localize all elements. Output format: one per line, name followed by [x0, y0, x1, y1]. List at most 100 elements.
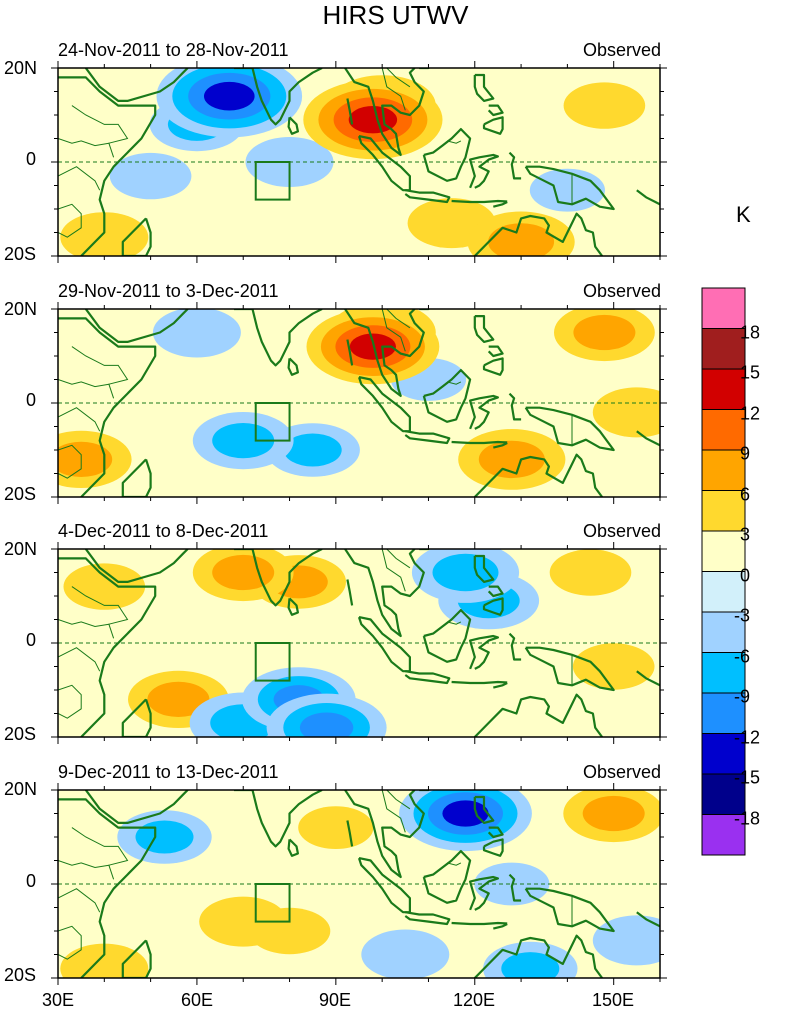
country-border [58, 860, 109, 869]
country-border [381, 309, 406, 352]
country-border [446, 621, 462, 625]
colorbar-label: 18 [740, 322, 761, 342]
coastline [636, 430, 660, 447]
coastline [121, 458, 152, 497]
coastline [487, 826, 504, 839]
colorbar-label: -18 [734, 808, 761, 828]
country-border [58, 138, 109, 147]
lat-label-eq: 0 [26, 390, 37, 410]
anomaly-contour [582, 795, 645, 832]
coastline [482, 838, 504, 857]
country-border [386, 68, 411, 88]
anomaly-contour [478, 440, 545, 479]
lat-label-20s: 20S [4, 965, 37, 985]
coastline [344, 549, 425, 638]
coastline [344, 68, 425, 156]
colorbar-label: 15 [740, 362, 761, 383]
coastline [121, 217, 152, 256]
coastline [470, 790, 472, 791]
coastline [524, 406, 615, 452]
anomaly-contour [432, 553, 499, 592]
coastline [287, 116, 299, 135]
coastline [58, 76, 157, 256]
coastline [234, 68, 323, 126]
lat-label-20s: 20S [4, 724, 37, 744]
coastline [84, 68, 189, 102]
coastline [404, 911, 451, 926]
coastline [487, 104, 504, 117]
colorbar-unit: K [736, 202, 751, 227]
coastline [422, 609, 472, 663]
coastline [58, 557, 157, 737]
anomaly-contour [592, 387, 660, 438]
lat-label-20n: 20N [4, 58, 38, 78]
coastline [234, 549, 323, 607]
anomaly-contour [592, 915, 660, 966]
country-border [381, 549, 406, 592]
anomaly-contour [212, 554, 275, 591]
anomaly-contour [501, 952, 560, 978]
coastline [474, 693, 603, 737]
coastline [474, 212, 603, 256]
lon-label-90e: 90E [318, 990, 352, 1010]
anomaly-contour [199, 896, 288, 947]
coastline [404, 189, 451, 204]
colorbar-label: 6 [740, 484, 751, 504]
coastline [451, 921, 508, 926]
anomaly-contour [135, 820, 194, 854]
country-border [58, 407, 101, 432]
target-region-box [254, 883, 291, 923]
lat-label-eq: 0 [26, 871, 37, 891]
coastline [473, 73, 495, 102]
coastline [344, 309, 425, 397]
panel-3-date-range: 4-Dec-2011 to 8-Dec-2011 [58, 521, 269, 541]
colorbar-swatch [701, 652, 746, 694]
anomaly-contour [361, 929, 450, 978]
figure-title: HIRS UTWV [322, 0, 469, 30]
coastline [470, 68, 472, 69]
country-border [386, 549, 411, 569]
country-border [58, 684, 82, 719]
colorbar-label: -3 [734, 605, 751, 626]
coastline [451, 199, 508, 204]
coastline [469, 634, 499, 670]
anomaly-contour [212, 423, 275, 459]
country-border [446, 381, 462, 385]
country-border [326, 790, 328, 791]
panel-2-tag: Observed [582, 281, 661, 301]
colorbar-swatch [701, 409, 746, 451]
colorbar-swatch [701, 530, 746, 572]
coastline [346, 339, 354, 366]
coastline [422, 850, 472, 904]
lon-label-120e: 120E [452, 990, 496, 1010]
coastline [234, 309, 323, 367]
coastline [287, 838, 299, 857]
coastline [344, 790, 425, 879]
coastline [636, 189, 660, 206]
anomaly-contour [529, 168, 606, 212]
anomaly-contour [63, 563, 146, 610]
anomaly-contour [442, 800, 489, 827]
country-border [381, 790, 406, 833]
colorbar-label: -12 [734, 727, 761, 747]
country-border [58, 925, 82, 960]
colorbar-label: -6 [734, 646, 751, 666]
anomaly-contour [58, 441, 113, 477]
anomaly-contour [573, 314, 636, 351]
coastline [346, 98, 354, 125]
coastline [508, 873, 522, 902]
coastline [524, 165, 615, 211]
coastline [58, 317, 157, 497]
coastline [482, 597, 504, 616]
country-border [58, 203, 82, 238]
colorbar-swatch [701, 328, 746, 370]
country-border [326, 309, 328, 310]
coastline [493, 442, 508, 449]
coastline [508, 392, 522, 421]
colorbar-label: 12 [740, 403, 761, 423]
panel-2-date-range: 29-Nov-2011 to 3-Dec-2011 [58, 281, 279, 301]
lon-label-60e: 60E [180, 990, 214, 1010]
colorbar-label: 9 [740, 443, 751, 464]
panel-4-date-range: 9-Dec-2011 to 13-Dec-2011 [58, 762, 279, 782]
